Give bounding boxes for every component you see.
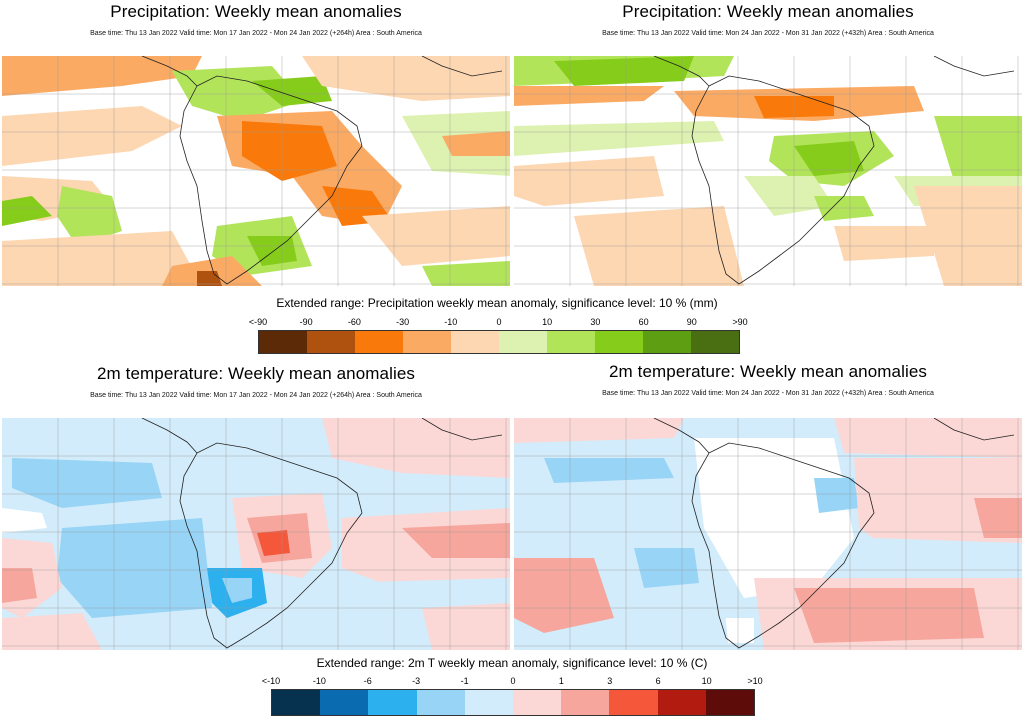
- precip-legend-tick-label: 90: [686, 317, 697, 327]
- precip-legend-tick-label: 0: [496, 317, 502, 327]
- temp-colorbar-swatch: [513, 690, 562, 715]
- temp-colorbar-swatch: [609, 690, 658, 715]
- temp-colorbar-swatch: [705, 690, 755, 715]
- north-america-coastline: [141, 56, 503, 87]
- precip-legend-ticks: <-90 -90 -60 -30 -10 0 10 30 60 90 >90: [249, 317, 748, 329]
- temp-week1-map: [2, 418, 510, 650]
- precip-legend-tick-label: -10: [444, 317, 458, 327]
- precip-colorbar-swatch: [259, 331, 307, 353]
- north-america-coastline: [653, 418, 1015, 454]
- temp-colorbar-swatch: [561, 690, 610, 715]
- precip-week1-subtitle: Base time: Thu 13 Jan 2022 Valid time: M…: [90, 30, 422, 37]
- precip-colorbar: [258, 330, 740, 354]
- graticule: [2, 418, 510, 650]
- precip-legend-caption: Extended range: Precipitation weekly mea…: [276, 296, 718, 310]
- temp-colorbar-swatch: [272, 690, 321, 715]
- precip-week2-title: Precipitation: Weekly mean anomalies: [622, 2, 914, 21]
- temp-legend-tick-label: -1: [460, 676, 469, 686]
- temp-legend-tick-label: 0: [510, 676, 516, 686]
- precip-legend-tick-label: -30: [396, 317, 410, 327]
- temp-legend-tick-label: -6: [363, 676, 372, 686]
- precip-legend-tick-label: -60: [347, 317, 361, 327]
- temp-colorbar-swatch: [464, 690, 514, 715]
- temp-colorbar-swatch: [657, 690, 706, 715]
- precip-week1-map: [2, 56, 510, 286]
- anomaly-fill: [2, 56, 510, 286]
- temp-week1-title: 2m temperature: Weekly mean anomalies: [96, 364, 416, 383]
- precip-legend-tick-label: 60: [638, 317, 649, 327]
- temp-week2-map: [514, 418, 1022, 650]
- precip-colorbar-swatch: [403, 331, 451, 353]
- temp-legend-tick-label: 6: [655, 676, 661, 686]
- temp-week2-title: 2m temperature: Weekly mean anomalies: [608, 362, 928, 381]
- temp-legend-tick-label: -10: [312, 676, 326, 686]
- precip-week2-map: [514, 56, 1022, 286]
- precip-legend-tick-label: 10: [542, 317, 553, 327]
- precip-colorbar-swatch: [547, 331, 595, 353]
- precip-legend-tick-label: 30: [590, 317, 601, 327]
- south-america-coastline: [691, 442, 875, 649]
- temp-colorbar: [271, 689, 755, 716]
- south-america-coastline: [691, 75, 875, 285]
- anomaly-fill: [514, 418, 1022, 650]
- precip-colorbar-swatch: [451, 331, 499, 353]
- precip-colorbar-swatch: [499, 331, 547, 353]
- temp-legend-caption: Extended range: 2m T weekly mean anomaly…: [316, 656, 708, 670]
- precip-week1-title: Precipitation: Weekly mean anomalies: [110, 2, 402, 21]
- precip-colorbar-swatch: [307, 331, 355, 353]
- temp-week1-subtitle: Base time: Thu 13 Jan 2022 Valid time: M…: [90, 392, 422, 399]
- anomaly-fill: [514, 56, 1022, 286]
- graticule: [514, 56, 1022, 286]
- temp-legend-ticks: <-10 -10 -6 -3 -1 0 1 3 6 10 >10: [262, 676, 763, 688]
- precip-colorbar-swatch: [691, 331, 739, 353]
- precip-legend-tick-label: >90: [732, 317, 748, 327]
- temp-legend-tick-label: -3: [412, 676, 421, 686]
- precip-colorbar-swatch: [595, 331, 643, 353]
- precip-colorbar-swatch: [355, 331, 403, 353]
- temp-legend-tick-label: 10: [701, 676, 712, 686]
- temp-legend-tick-label: 1: [558, 676, 564, 686]
- precip-legend-tick-label: <-90: [248, 317, 268, 327]
- precip-colorbar-swatch: [643, 331, 691, 353]
- temp-week2-subtitle: Base time: Thu 13 Jan 2022 Valid time: M…: [602, 390, 934, 397]
- precip-legend-tick-label: -90: [299, 317, 313, 327]
- south-america-coastline: [179, 442, 363, 649]
- temp-colorbar-swatch: [320, 690, 369, 715]
- temp-legend-tick-label: 3: [607, 676, 613, 686]
- temp-legend-tick-label: <-10: [261, 676, 281, 686]
- graticule: [2, 56, 510, 286]
- precip-week2-subtitle: Base time: Thu 13 Jan 2022 Valid time: M…: [602, 30, 934, 37]
- anomaly-fill: [2, 418, 510, 650]
- temp-legend-tick-label: >10: [747, 676, 763, 686]
- north-america-coastline: [141, 418, 503, 454]
- temp-colorbar-swatch: [368, 690, 417, 715]
- south-america-coastline: [179, 75, 363, 285]
- temp-colorbar-swatch: [416, 690, 465, 715]
- north-america-coastline: [653, 56, 1015, 87]
